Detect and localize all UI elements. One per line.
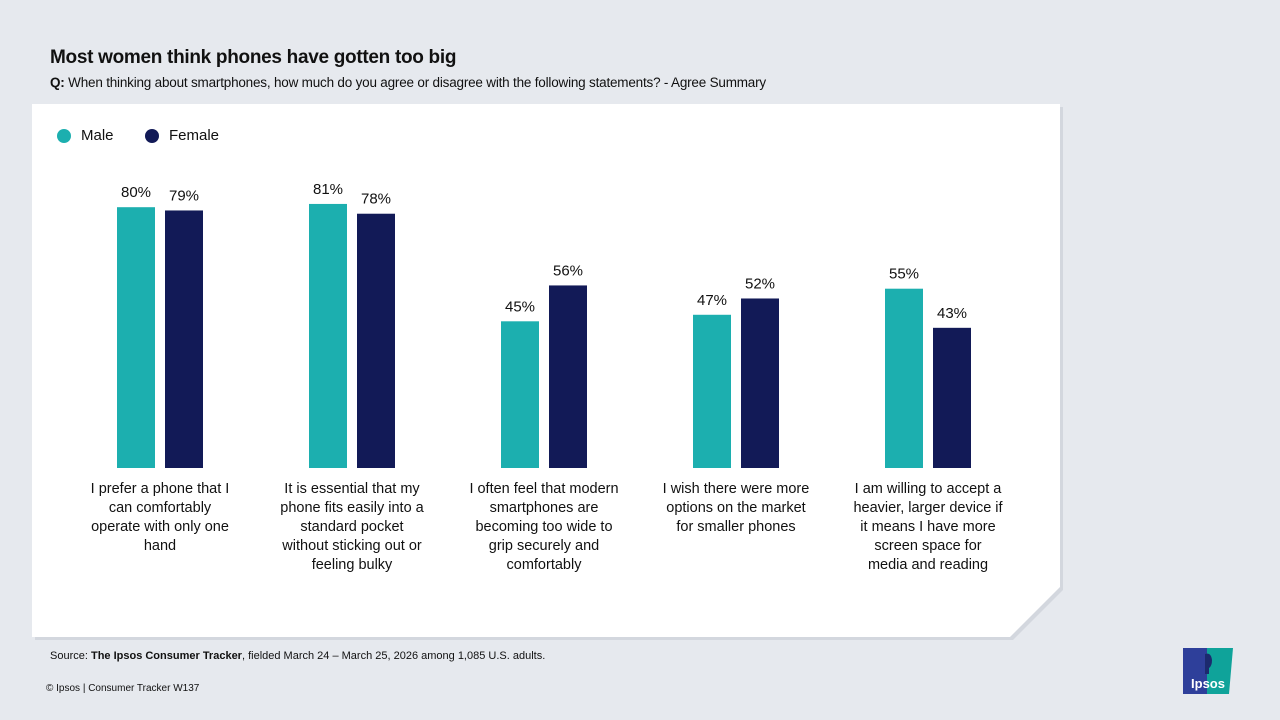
data-label-male-3: 45% [505,298,535,315]
category-label-1: I prefer a phone that I can comfortably … [90,481,230,554]
data-label-female-3: 56% [553,262,583,279]
category-label-4: I wish there were more options on the ma… [662,481,810,535]
source-note: Source: The Ipsos Consumer Tracker, fiel… [50,650,545,662]
bar-female-3 [549,285,587,468]
data-label-male-2: 81% [313,181,343,198]
data-label-female-4: 52% [745,275,775,292]
bar-female-5 [933,327,971,468]
bar-male-4 [693,314,731,468]
bar-male-2 [309,203,347,468]
source-prefix: Source: [50,650,91,662]
data-label-male-1: 80% [121,184,151,201]
bar-male-1 [117,207,155,468]
logo-text: Ipsos [1191,676,1225,691]
legend-male: Male [57,127,114,144]
question-text: When thinking about smartphones, how muc… [68,75,766,90]
bar-male-3 [501,321,539,468]
bar-female-1 [165,210,203,468]
bar-female-4 [741,298,779,468]
question-prefix: Q: [50,75,65,90]
data-label-male-5: 55% [889,266,919,283]
copyright: © Ipsos | Consumer Tracker W137 [46,683,200,694]
legend-swatch-female [145,128,159,143]
bar-male-5 [885,288,923,468]
source-details: , fielded March 24 – March 25, 2026 amon… [241,650,546,662]
ipsos-logo: Ipsos [1183,648,1233,694]
chart-title: Most women think phones have gotten too … [50,47,457,68]
source-name: The Ipsos Consumer Tracker [90,650,242,662]
legend-label-female: Female [169,127,220,144]
category-label-3: I often feel that modern smartphones are… [469,481,619,573]
legend-female: Female [145,127,219,144]
legend-swatch-male [57,128,71,143]
data-label-female-2: 78% [361,191,391,208]
category-label-2: It is essential that my phone fits easil… [280,481,424,573]
chart-subtitle: Q: When thinking about smartphones, how … [50,75,766,90]
legend-label-male: Male [81,127,114,144]
data-label-female-5: 43% [937,305,967,322]
data-label-male-4: 47% [697,292,727,309]
data-label-female-1: 79% [169,187,199,204]
category-label-5: I am willing to accept a heavier, larger… [853,481,1003,573]
bar-female-2 [357,213,395,468]
